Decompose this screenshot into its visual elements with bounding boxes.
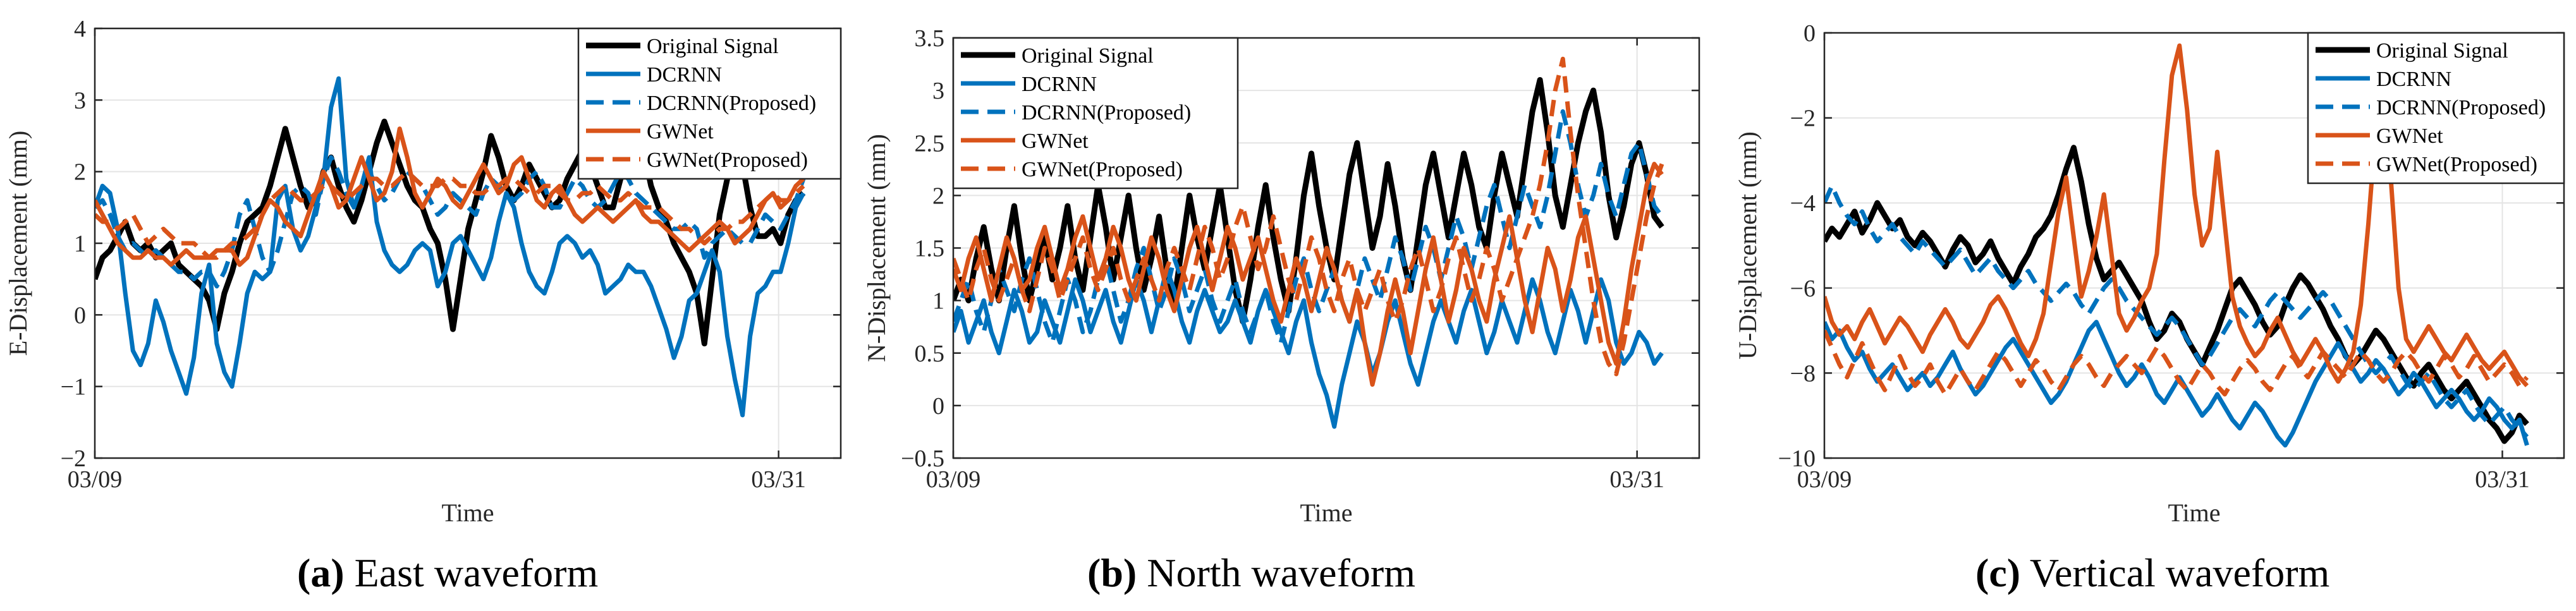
vertical-ytick-label: −10 — [1778, 445, 1816, 472]
north-legend-label-gwnet: GWNet — [1022, 130, 1089, 153]
east-ytick-label: 2 — [74, 159, 86, 186]
east-series-dcrnn — [95, 76, 806, 418]
vertical-axes-box — [1823, 32, 2565, 459]
vertical-legend-label-gwnet-proposed: GWNet(Proposed) — [2376, 153, 2537, 176]
vertical-xtick-label: 03/31 — [2475, 466, 2530, 493]
east-series-gwnet-proposed — [95, 169, 805, 260]
east-xlabel: Time — [441, 499, 494, 527]
east-ytick-label: 4 — [74, 16, 86, 42]
caption-north-label: (b) — [1087, 550, 1137, 595]
north-ytick-label: 1 — [932, 288, 944, 315]
north-ytick-label: 3 — [932, 78, 944, 104]
east-xtick-label: 03/31 — [751, 466, 806, 493]
north-ytick-label: −0.5 — [901, 445, 944, 472]
vertical-series-dcrnn-proposed — [1824, 183, 2529, 439]
vertical-legend-label-original-signal: Original Signal — [2376, 39, 2508, 63]
east-ytick-label: −1 — [61, 374, 86, 401]
east-ylabel: E-Displacement (mm) — [4, 131, 32, 356]
east-series-dcrnn-proposed — [95, 155, 806, 289]
east-legend-label-gwnet: GWNet — [647, 120, 714, 143]
north-xtick-label: 03/09 — [926, 466, 981, 493]
north-ytick-label: 1.5 — [915, 236, 945, 262]
vertical-legend-label-dcrnn: DCRNN — [2376, 68, 2451, 91]
vertical-xlabel: Time — [2168, 499, 2220, 527]
caption-east: (a) East waveform — [297, 550, 598, 596]
vertical-waveform-chart: −10 −8 −6 −4 −2 0 03/09 03/31 Time U-Displacement… — [1733, 20, 2565, 527]
vertical-legend: Original Signal DCRNN DCRNN(Proposed) GWNet… — [2307, 32, 2565, 185]
north-series-gwnet — [953, 162, 1664, 387]
caption-north-text: North waveform — [1147, 550, 1415, 595]
east-ytick-label: 0 — [74, 302, 86, 329]
vertical-series-group — [1824, 43, 2529, 448]
vertical-ylabel: U-Displacement (mm) — [1733, 131, 1762, 360]
north-ytick-label: 2.5 — [915, 130, 945, 157]
north-series-original-signal — [953, 77, 1664, 325]
east-legend: Original Signal DCRNN DCRNN(Proposed) GWNet… — [577, 27, 842, 180]
vertical-xtick-label: 03/09 — [1797, 466, 1852, 493]
east-legend-label-original-signal: Original Signal — [647, 35, 779, 58]
north-ytick-label: 0.5 — [915, 341, 945, 367]
east-legend-label-gwnet-proposed: GWNet(Proposed) — [647, 148, 808, 172]
north-ytick-label: 2 — [932, 183, 944, 209]
vertical-legend-label-dcrnn-proposed: DCRNN(Proposed) — [2376, 96, 2546, 119]
east-waveform-chart: −2 −1 0 1 2 3 4 03/09 03/31 Time E-Displacement (m… — [4, 16, 842, 527]
north-legend: Original Signal DCRNN DCRNN(Proposed) GWNet… — [952, 37, 1239, 190]
vertical-series-gwnet — [1824, 43, 2529, 387]
vertical-waveform-panel: −10 −8 −6 −4 −2 0 03/09 03/31 Time U-Displacement… — [1717, 0, 2576, 531]
north-legend-label-gwnet-proposed: GWNet(Proposed) — [1022, 158, 1183, 181]
caption-north: (b) North waveform — [1087, 550, 1415, 596]
caption-east-text: East waveform — [354, 550, 599, 595]
vertical-series-gwnet-proposed — [1824, 329, 2529, 397]
east-series-group — [95, 76, 806, 418]
north-waveform-panel: −0.5 0 0.5 1 1.5 2 2.5 3 3.5 03/09 03/31 Time N-Disp… — [858, 0, 1717, 531]
north-waveform-chart: −0.5 0 0.5 1 1.5 2 2.5 3 3.5 03/09 03/31 Time N-Disp… — [862, 25, 1700, 527]
east-legend-label-dcrnn-proposed: DCRNN(Proposed) — [647, 92, 816, 115]
east-legend-label-dcrnn: DCRNN — [647, 63, 722, 87]
north-series-dcrnn-proposed — [953, 109, 1664, 345]
north-legend-label-original-signal: Original Signal — [1022, 44, 1154, 68]
vertical-ytick-label: 0 — [1804, 20, 1816, 47]
east-ytick-label: −2 — [61, 445, 86, 472]
vertical-ytick-label: −8 — [1790, 360, 1816, 387]
north-ytick-label: 0 — [932, 393, 944, 420]
north-series-gwnet-proposed — [953, 56, 1664, 377]
vertical-series-dcrnn — [1824, 320, 2529, 448]
caption-vertical-text: Vertical waveform — [2029, 550, 2330, 595]
east-series-gwnet — [95, 126, 805, 267]
north-ylabel: N-Displacement (mm) — [862, 134, 891, 362]
east-ytick-label: 1 — [74, 231, 86, 257]
north-legend-label-dcrnn-proposed: DCRNN(Proposed) — [1022, 101, 1191, 124]
caption-vertical: (c) Vertical waveform — [1975, 550, 2329, 596]
vertical-ytick-label: −6 — [1790, 275, 1816, 302]
east-xtick-label: 03/09 — [68, 466, 123, 493]
north-series-group — [953, 56, 1664, 429]
vertical-ytick-label: −2 — [1790, 106, 1816, 132]
east-ytick-label: 3 — [74, 87, 86, 114]
vertical-ytick-label: −4 — [1790, 190, 1816, 217]
caption-east-label: (a) — [297, 550, 345, 595]
north-legend-label-dcrnn: DCRNN — [1022, 73, 1097, 96]
east-waveform-panel: −2 −1 0 1 2 3 4 03/09 03/31 Time E-Displacement (m… — [0, 0, 858, 531]
north-ytick-label: 3.5 — [915, 25, 945, 52]
north-xlabel: Time — [1300, 499, 1352, 527]
north-xtick-label: 03/31 — [1609, 466, 1664, 493]
vertical-legend-label-gwnet: GWNet — [2376, 124, 2443, 148]
caption-vertical-label: (c) — [1975, 550, 2021, 595]
